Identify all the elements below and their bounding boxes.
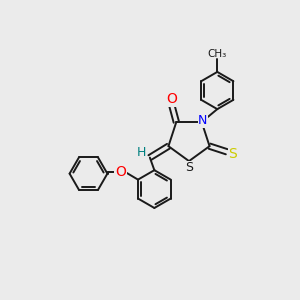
Text: S: S — [185, 161, 193, 174]
Text: H: H — [137, 146, 146, 159]
Text: N: N — [198, 114, 208, 127]
Text: O: O — [115, 165, 126, 179]
Text: S: S — [229, 147, 237, 161]
Text: CH₃: CH₃ — [208, 49, 227, 59]
Text: O: O — [167, 92, 178, 106]
